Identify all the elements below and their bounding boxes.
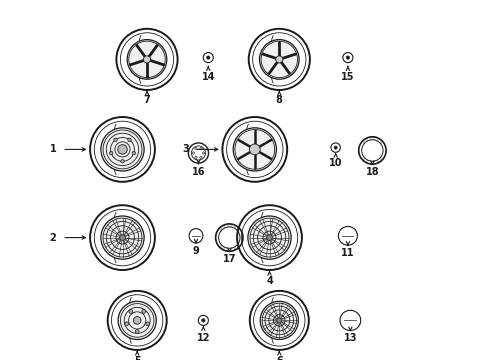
- Ellipse shape: [118, 301, 156, 339]
- Ellipse shape: [260, 40, 299, 79]
- Ellipse shape: [121, 159, 124, 163]
- Text: 11: 11: [341, 248, 355, 258]
- Ellipse shape: [202, 152, 205, 154]
- Ellipse shape: [195, 156, 197, 158]
- Text: 8: 8: [276, 95, 283, 105]
- Ellipse shape: [195, 148, 197, 150]
- Ellipse shape: [260, 301, 298, 339]
- Ellipse shape: [334, 146, 337, 149]
- Ellipse shape: [128, 138, 131, 141]
- Ellipse shape: [114, 138, 117, 141]
- Text: 3: 3: [182, 144, 189, 154]
- Ellipse shape: [125, 322, 128, 326]
- Ellipse shape: [200, 148, 202, 150]
- Text: 18: 18: [366, 167, 379, 177]
- Ellipse shape: [135, 329, 139, 333]
- Ellipse shape: [120, 235, 125, 240]
- Ellipse shape: [133, 316, 141, 324]
- Ellipse shape: [146, 322, 149, 326]
- Text: 17: 17: [222, 254, 236, 264]
- Text: 9: 9: [193, 246, 199, 256]
- Ellipse shape: [101, 128, 144, 171]
- Text: 1: 1: [49, 144, 56, 154]
- Ellipse shape: [276, 56, 283, 63]
- Ellipse shape: [144, 56, 150, 63]
- Text: 15: 15: [341, 72, 355, 82]
- Ellipse shape: [109, 151, 113, 155]
- Text: 2: 2: [49, 233, 56, 243]
- Ellipse shape: [142, 310, 146, 313]
- Text: 5: 5: [134, 356, 141, 360]
- Text: 7: 7: [144, 95, 150, 105]
- Ellipse shape: [249, 144, 260, 155]
- Ellipse shape: [132, 151, 136, 155]
- Ellipse shape: [248, 216, 291, 259]
- Ellipse shape: [346, 56, 350, 59]
- Ellipse shape: [118, 145, 127, 154]
- Ellipse shape: [277, 318, 282, 323]
- Text: 6: 6: [276, 356, 283, 360]
- Ellipse shape: [206, 56, 210, 59]
- Ellipse shape: [201, 319, 205, 322]
- Text: 16: 16: [192, 167, 205, 177]
- Ellipse shape: [233, 128, 276, 171]
- Ellipse shape: [127, 40, 167, 79]
- Text: 12: 12: [196, 333, 210, 343]
- Ellipse shape: [192, 152, 195, 154]
- Text: 13: 13: [343, 333, 357, 343]
- Ellipse shape: [129, 310, 133, 313]
- Text: 14: 14: [201, 72, 215, 82]
- Ellipse shape: [101, 216, 144, 259]
- Text: 4: 4: [266, 276, 273, 287]
- Ellipse shape: [267, 235, 272, 240]
- Text: 10: 10: [329, 158, 343, 168]
- Ellipse shape: [200, 156, 202, 158]
